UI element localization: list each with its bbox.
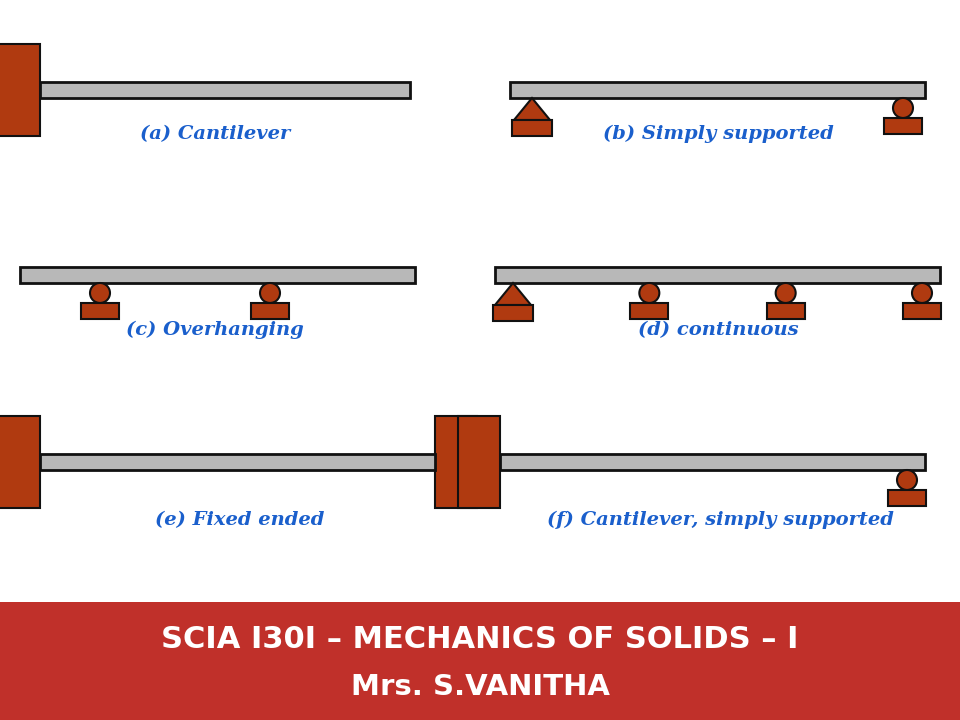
Circle shape xyxy=(260,283,280,303)
Bar xyxy=(435,416,477,508)
Bar xyxy=(20,267,415,283)
Circle shape xyxy=(897,470,917,490)
Bar xyxy=(251,303,289,319)
Text: (e) Fixed ended: (e) Fixed ended xyxy=(156,511,324,529)
Bar xyxy=(493,305,533,321)
Polygon shape xyxy=(495,283,531,305)
Bar xyxy=(458,416,500,508)
Circle shape xyxy=(90,283,110,303)
Bar xyxy=(40,82,410,98)
Circle shape xyxy=(776,283,796,303)
Bar xyxy=(510,82,925,98)
Text: (c) Overhanging: (c) Overhanging xyxy=(126,321,304,339)
Bar xyxy=(0,416,40,508)
Text: (d) continuous: (d) continuous xyxy=(637,321,799,339)
Text: (f) Cantilever, simply supported: (f) Cantilever, simply supported xyxy=(546,511,894,529)
Circle shape xyxy=(912,283,932,303)
Bar xyxy=(903,303,941,319)
Circle shape xyxy=(639,283,660,303)
Bar xyxy=(0,602,960,720)
Text: (b) Simply supported: (b) Simply supported xyxy=(603,125,833,143)
Bar xyxy=(500,454,925,470)
Bar xyxy=(0,44,40,136)
Bar xyxy=(512,120,552,136)
Bar xyxy=(81,303,119,319)
Bar xyxy=(884,118,922,134)
Bar xyxy=(495,267,940,283)
Bar xyxy=(767,303,804,319)
Text: Mrs. S.VANITHA: Mrs. S.VANITHA xyxy=(350,673,610,701)
Text: (a) Cantilever: (a) Cantilever xyxy=(140,125,290,143)
Polygon shape xyxy=(514,98,550,120)
Text: SCIA I30I – MECHANICS OF SOLIDS – I: SCIA I30I – MECHANICS OF SOLIDS – I xyxy=(161,625,799,654)
Bar xyxy=(40,454,435,470)
Bar xyxy=(888,490,926,506)
Bar xyxy=(631,303,668,319)
Circle shape xyxy=(893,98,913,118)
